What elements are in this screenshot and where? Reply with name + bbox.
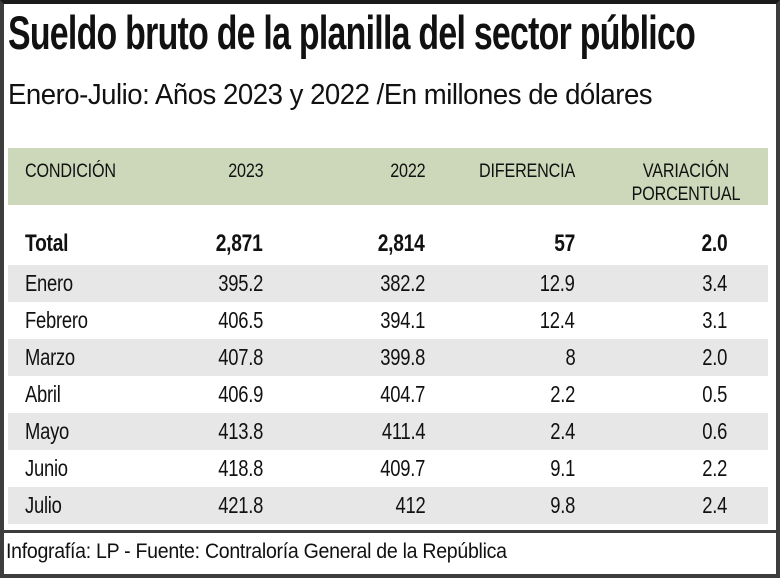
cell-2022: 399.8 <box>380 344 425 370</box>
cell-2022: 411.4 <box>381 418 426 444</box>
cell-2023: 418.8 <box>218 455 263 481</box>
cell-2023: 395.2 <box>218 270 263 296</box>
cell-2023: 413.8 <box>218 418 263 444</box>
cell-diferencia: 9.1 <box>550 455 575 481</box>
cell-diferencia: 57 <box>554 230 575 257</box>
table-row-abril: Abril 406.9 404.7 2.2 0.5 <box>8 376 768 413</box>
cell-variacion: 0.6 <box>702 418 727 444</box>
cell-2023: 407.8 <box>218 344 263 370</box>
table-header-row: CONDICIÓN 2023 2022 DIFERENCIA VARIACIÓN… <box>8 148 768 205</box>
column-header-2022: 2022 <box>389 161 425 182</box>
cell-2022: 2,814 <box>378 230 425 257</box>
page-title-text: Sueldo bruto de la planilla del sector p… <box>8 6 696 59</box>
table-row-total: Total 2,871 2,814 57 2.0 <box>8 223 768 265</box>
subtitle: Enero-Julio: Años 2023 y 2022 /En millon… <box>8 78 774 112</box>
cell-2023: 2,871 <box>216 230 263 257</box>
cell-2022: 404.7 <box>380 381 425 407</box>
cell-label: Total <box>25 230 69 257</box>
subtitle-text: Enero-Julio: Años 2023 y 2022 /En millon… <box>8 79 653 111</box>
table-row-febrero: Febrero 406.5 394.1 12.4 3.1 <box>8 302 768 339</box>
cell-variacion: 2.2 <box>702 455 727 481</box>
cell-label: Mayo <box>25 418 70 444</box>
cell-diferencia: 9.8 <box>550 492 575 518</box>
cell-2023: 406.9 <box>218 381 263 407</box>
cell-diferencia: 2.2 <box>550 381 575 407</box>
cell-diferencia: 8 <box>565 344 575 370</box>
cell-diferencia: 12.4 <box>540 307 575 333</box>
cell-2022: 412 <box>395 492 425 518</box>
source-credit-text: Infografía: LP - Fuente: Contraloría Gen… <box>6 540 507 563</box>
footer-divider <box>4 530 776 533</box>
cell-label: Julio <box>25 492 62 518</box>
table-row-julio: Julio 421.8 412 9.8 2.4 <box>8 487 768 524</box>
column-header-condicion: CONDICIÓN <box>25 161 116 182</box>
column-header-variacion: VARIACIÓN PORCENTUAL <box>631 161 740 205</box>
table-row-junio: Junio 418.8 409.7 9.1 2.2 <box>8 450 768 487</box>
table-row-enero: Enero 395.2 382.2 12.9 3.4 <box>8 265 768 302</box>
cell-variacion: 2.0 <box>702 344 727 370</box>
page-title: Sueldo bruto de la planilla del sector p… <box>8 4 774 62</box>
table-body: Total 2,871 2,814 57 2.0 Enero 395.2 382… <box>8 223 768 524</box>
cell-variacion: 0.5 <box>702 381 727 407</box>
cell-variacion: 2.4 <box>702 492 727 518</box>
cell-label: Marzo <box>25 344 75 370</box>
cell-2022: 409.7 <box>380 455 425 481</box>
column-header-2023: 2023 <box>227 161 263 182</box>
cell-2023: 421.8 <box>218 492 263 518</box>
cell-2022: 382.2 <box>380 270 425 296</box>
cell-variacion: 2.0 <box>701 230 727 257</box>
cell-variacion: 3.1 <box>702 307 727 333</box>
source-credit: Infografía: LP - Fuente: Contraloría Gen… <box>4 533 776 574</box>
data-table: CONDICIÓN 2023 2022 DIFERENCIA VARIACIÓN… <box>8 148 768 524</box>
cell-2023: 406.5 <box>218 307 263 333</box>
table-row-marzo: Marzo 407.8 399.8 8 2.0 <box>8 339 768 376</box>
table-row-mayo: Mayo 413.8 411.4 2.4 0.6 <box>8 413 768 450</box>
cell-variacion: 3.4 <box>702 270 727 296</box>
cell-label: Enero <box>25 270 73 296</box>
cell-diferencia: 12.9 <box>540 270 575 296</box>
cell-diferencia: 2.4 <box>550 418 575 444</box>
cell-label: Febrero <box>25 307 88 333</box>
column-header-diferencia: DIFERENCIA <box>478 161 575 182</box>
cell-label: Abril <box>25 381 61 407</box>
cell-label: Junio <box>25 455 68 481</box>
cell-2022: 394.1 <box>380 307 425 333</box>
